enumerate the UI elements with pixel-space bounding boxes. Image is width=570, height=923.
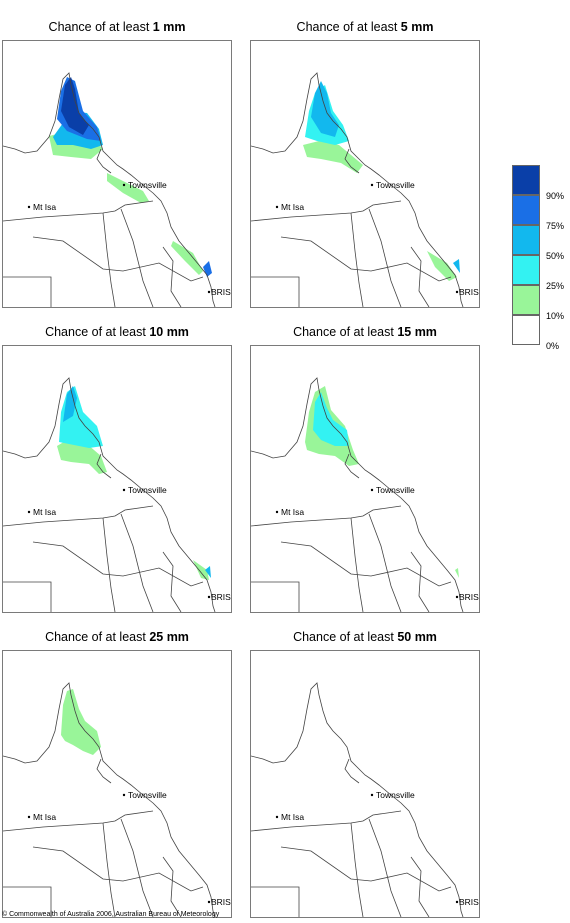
legend-swatch-10	[512, 285, 540, 315]
brisbane-label: BRIS	[459, 287, 479, 297]
legend-label-25: 25%	[546, 281, 565, 291]
panel-title: Chance of at least 15 mm	[293, 325, 437, 339]
map-frame: Mt Isa Townsville BRIS	[250, 345, 480, 613]
mt-isa-label: Mt Isa	[33, 507, 56, 517]
townsville-label: Townsville	[376, 485, 415, 495]
legend-swatch-90	[512, 165, 540, 195]
townsville-label: Townsville	[376, 790, 415, 800]
legend-label-0: 0%	[546, 341, 560, 351]
map-frame: Mt Isa Townsville BRIS	[250, 650, 480, 918]
coastline-and-borders	[251, 72, 464, 307]
queensland-map: Mt Isa Townsville BRIS	[251, 377, 479, 612]
map-frame: Mt Isa Townsville BRIS	[2, 40, 232, 308]
mt-isa-label: Mt Isa	[281, 202, 304, 212]
coastline-and-borders	[251, 682, 464, 917]
legend-label-10: 10%	[546, 311, 565, 321]
rain-overlay	[61, 689, 101, 755]
brisbane-label: BRIS	[459, 897, 479, 907]
brisbane-label: BRIS	[211, 287, 231, 297]
probability-legend: 90% 75% 50% 25% 10% 0%	[512, 165, 570, 355]
map-frame: Mt Isa Townsville BRIS	[2, 650, 232, 918]
queensland-map: Mt Isa Townsville BRIS	[3, 72, 231, 307]
mt-isa-label: Mt Isa	[281, 812, 304, 822]
coastline-and-borders	[251, 377, 464, 612]
townsville-label: Townsville	[376, 180, 415, 190]
coastline-and-borders	[3, 377, 216, 612]
rain-overlay	[49, 77, 212, 277]
legend-swatch-0	[512, 315, 540, 345]
legend-swatch-75	[512, 195, 540, 225]
legend-swatch-50	[512, 225, 540, 255]
legend-swatch-25	[512, 255, 540, 285]
legend-label-90: 90%	[546, 191, 565, 201]
mt-isa-label: Mt Isa	[281, 507, 304, 517]
map-frame: Mt Isa Townsville BRIS	[250, 40, 480, 308]
coastline-and-borders	[3, 682, 216, 917]
legend-label-50: 50%	[546, 251, 565, 261]
mt-isa-label: Mt Isa	[33, 812, 56, 822]
townsville-label: Townsville	[128, 180, 167, 190]
brisbane-label: BRIS	[211, 592, 231, 602]
legend-label-75: 75%	[546, 221, 565, 231]
map-frame: Mt Isa Townsville BRIS	[2, 345, 232, 613]
queensland-map: Mt Isa Townsville BRIS	[3, 682, 231, 917]
panel-title: Chance of at least 25 mm	[45, 630, 189, 644]
copyright-notice: © Commonwealth of Australia 2006, Austra…	[2, 911, 220, 918]
queensland-map: Mt Isa Townsville BRIS	[251, 72, 479, 307]
mt-isa-label: Mt Isa	[33, 202, 56, 212]
townsville-label: Townsville	[128, 485, 167, 495]
townsville-label: Townsville	[128, 790, 167, 800]
panel-title: Chance of at least 5 mm	[296, 20, 434, 34]
panel-title: Chance of at least 10 mm	[45, 325, 189, 339]
brisbane-label: BRIS	[459, 592, 479, 602]
rain-overlay	[303, 81, 460, 281]
coastline-and-borders	[3, 72, 216, 307]
brisbane-label: BRIS	[211, 897, 231, 907]
queensland-map: Mt Isa Townsville BRIS	[251, 682, 479, 917]
queensland-map: Mt Isa Townsville BRIS	[3, 377, 231, 612]
panel-title: Chance of at least 1 mm	[48, 20, 186, 34]
panel-title: Chance of at least 50 mm	[293, 630, 437, 644]
